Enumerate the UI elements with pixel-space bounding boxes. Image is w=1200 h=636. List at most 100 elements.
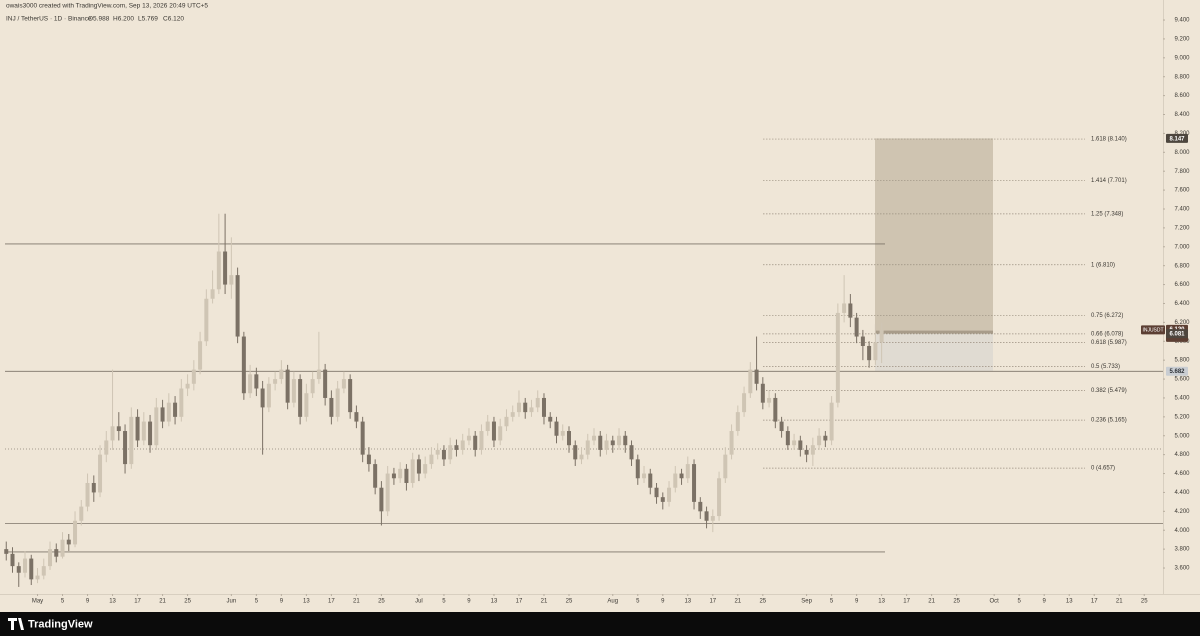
candle-body [98,454,103,493]
y-tick-label: 8.000 [1174,150,1190,156]
candle-body [173,402,178,417]
candle-body [198,341,203,370]
candle-body [223,251,228,285]
candle-body [598,435,603,450]
candle-body [266,383,271,408]
fib-label: 0.5 (5.733) [1091,364,1120,370]
fib-label: 0.66 (6.078) [1091,331,1123,337]
y-tick-label: 7.000 [1174,244,1190,250]
x-tick-label: 17 [709,599,716,605]
x-tick-label: Aug [607,599,618,605]
candle-body [41,566,46,576]
candle-body [154,407,159,446]
candle-body [441,449,446,460]
candle-body [191,369,196,384]
candle-body [485,421,490,432]
x-tick-label: 25 [759,599,766,605]
candle-body [285,369,290,403]
y-tick-label: 6.600 [1174,282,1190,288]
x-tick-label: 5 [1018,599,1022,605]
y-tick-label: 5.200 [1174,414,1190,420]
candle-body [148,421,153,446]
position-stop-zone [875,333,993,372]
x-tick-label: 13 [1066,599,1073,605]
y-tick-label: 4.800 [1174,452,1190,458]
candle-body [810,445,815,455]
candle-body [416,459,421,474]
candle-body [523,402,528,413]
x-tick-label: 13 [878,599,885,605]
candle-body [848,303,853,318]
candle-body [510,412,515,417]
candle-body [141,421,146,441]
brand-name: TradingView [28,618,93,630]
candle-body [435,449,440,455]
candle-body [116,426,121,432]
x-tick-label: 21 [541,599,548,605]
stop-tag: 5.682 [1169,369,1185,375]
candle-body [623,435,628,446]
x-tick-label: 25 [566,599,573,605]
candle-body [804,449,809,455]
target-tag: 8.147 [1169,136,1185,142]
candle-body [166,402,171,422]
candle-body [298,379,303,417]
fib-label: 1.414 (7.701) [1091,178,1127,184]
credit: owais3000 created with TradingView.com, … [6,3,208,10]
x-tick-label: 5 [255,599,259,605]
candle-body [110,426,115,441]
y-tick-label: 4.000 [1174,528,1190,534]
x-tick-label: 25 [1141,599,1148,605]
candle-body [35,575,40,580]
entry-tag-bg [1166,329,1188,339]
candle-body [873,342,878,361]
x-tick-label: 5 [442,599,446,605]
y-tick-label: 5.800 [1174,358,1190,364]
y-tick-label: 3.600 [1174,566,1190,572]
ohlc-close: C6.120 [163,16,184,23]
x-tick-label: 21 [734,599,741,605]
candle-body [104,440,109,455]
fib-label: 0.618 (5.987) [1091,340,1127,346]
y-tick-label: 7.200 [1174,225,1190,231]
candle-body [10,553,15,567]
candle-body [723,454,728,479]
candle-body [448,445,453,460]
ohlc-high: H6.200 [113,16,134,23]
x-tick-label: 13 [303,599,310,605]
candle-body [667,487,672,502]
candle-body [291,379,296,403]
candle-body [360,421,365,455]
y-tick-label: 6.200 [1174,320,1190,326]
candle-body [423,464,428,474]
x-tick-label: Jun [227,599,237,605]
candle-body [773,397,778,422]
x-tick-label: 9 [86,599,90,605]
position-target-zone [875,138,993,334]
candles [4,213,884,587]
x-tick-label: Jul [415,599,423,605]
candle-body [241,336,246,394]
candle-body [604,440,609,450]
x-tick-label: 13 [109,599,116,605]
x-tick-label: 17 [1091,599,1098,605]
candle-body [329,397,334,417]
candle-body [404,468,409,483]
candle-body [642,473,647,479]
x-tick-label: 21 [1116,599,1123,605]
candle-body [767,397,772,403]
candle-body [335,388,340,417]
candle-body [548,416,553,422]
candle-body [742,393,747,413]
candle-body [373,464,378,488]
symbol-tag-bg [1141,325,1165,335]
x-tick-label: 17 [903,599,910,605]
candle-body [610,440,615,446]
candle-body [729,431,734,455]
x-tick-label: 9 [1043,599,1047,605]
candle-body [260,388,265,408]
candle-body [216,251,221,290]
candle-body [466,435,471,441]
x-tick-label: 17 [516,599,523,605]
